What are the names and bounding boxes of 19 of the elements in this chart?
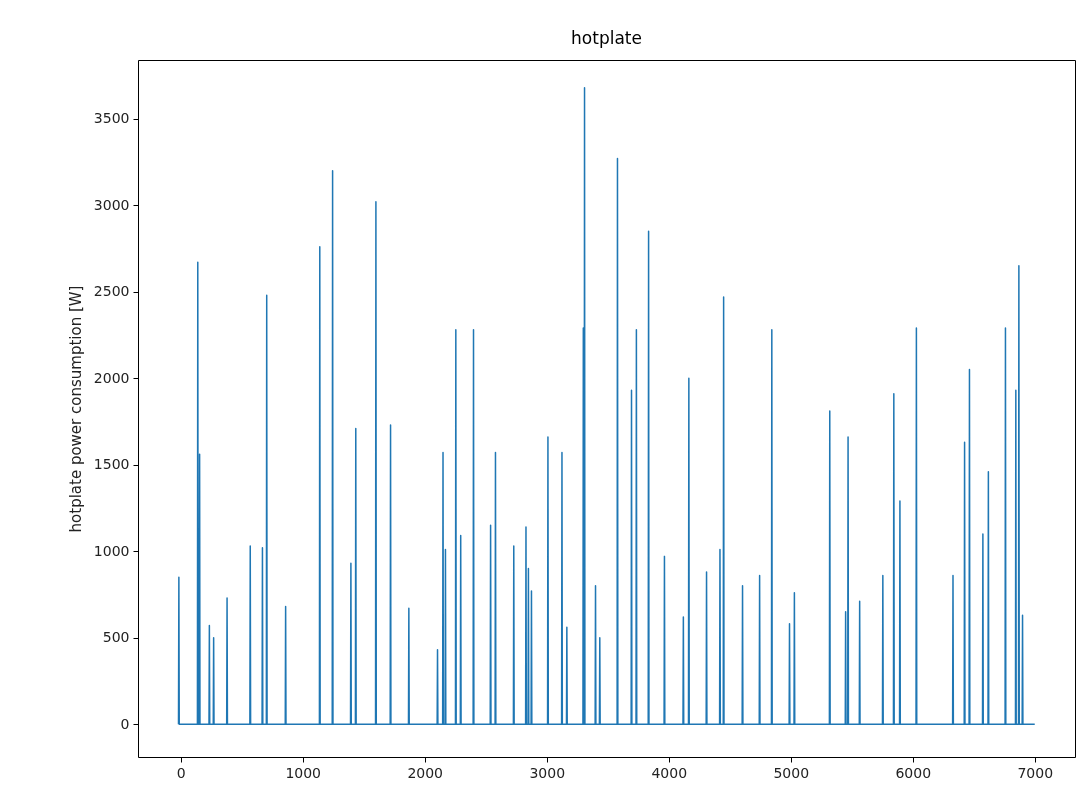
y-tick-label: 1000 bbox=[93, 542, 130, 559]
x-tick-label: 4000 bbox=[651, 764, 688, 781]
y-tick-label: 1500 bbox=[93, 456, 130, 473]
x-tick-label: 1000 bbox=[285, 764, 322, 781]
y-axis-title: hotplate power consumption [W] bbox=[66, 285, 85, 533]
x-tick-label: 5000 bbox=[773, 764, 810, 781]
y-tick-label: 0 bbox=[120, 715, 130, 732]
chart-title: hotplate bbox=[571, 28, 642, 48]
y-tick-label: 3500 bbox=[93, 110, 130, 127]
x-tick-label: 2000 bbox=[407, 764, 444, 781]
x-tick-label: 6000 bbox=[895, 764, 932, 781]
x-tick-label: 3000 bbox=[529, 764, 566, 781]
y-tick-label: 2500 bbox=[93, 283, 130, 300]
y-tick-label: 2000 bbox=[93, 369, 130, 386]
y-tick-label: 3000 bbox=[93, 196, 130, 213]
x-tick-label: 7000 bbox=[1017, 764, 1054, 781]
x-tick-label: 0 bbox=[176, 764, 186, 781]
line-series bbox=[177, 86, 1036, 725]
y-tick-label: 500 bbox=[102, 629, 130, 646]
